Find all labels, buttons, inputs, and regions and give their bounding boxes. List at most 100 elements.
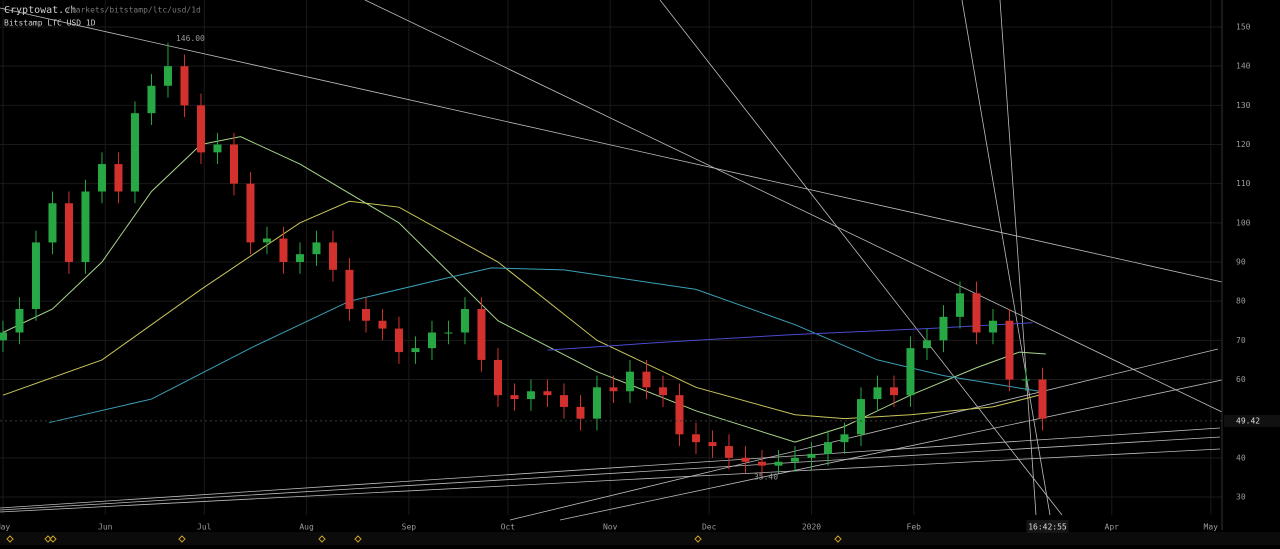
last-price-label: 49.42 xyxy=(1236,416,1260,425)
candle-body xyxy=(213,144,222,153)
candle-body xyxy=(345,269,354,309)
candle-body xyxy=(642,371,651,388)
x-tick-label: Feb xyxy=(907,523,922,532)
trend-lines xyxy=(0,0,1223,521)
y-tick-label: 100 xyxy=(1236,218,1251,227)
candle-body xyxy=(0,332,7,341)
candle-body xyxy=(988,320,997,333)
trend-line xyxy=(0,427,1221,509)
candle-body xyxy=(774,461,783,466)
candle-body xyxy=(625,371,634,392)
candle-body xyxy=(295,254,304,263)
candle-body xyxy=(592,387,601,419)
candle-body xyxy=(691,434,700,443)
moving-average xyxy=(2,200,1040,420)
candle-body xyxy=(576,406,585,419)
low-annotation: 35.40 xyxy=(754,472,778,481)
candle-body xyxy=(477,309,486,360)
candle-body xyxy=(262,238,271,243)
candle-body xyxy=(955,293,964,317)
moving-average xyxy=(2,136,1046,443)
y-tick-label: 80 xyxy=(1236,297,1246,306)
candle-body xyxy=(823,442,832,454)
candle-body xyxy=(246,183,255,243)
candle-body xyxy=(1038,379,1047,419)
candle-body xyxy=(807,453,816,458)
candle-body xyxy=(708,442,717,447)
candle-body xyxy=(328,242,337,270)
candle-body xyxy=(64,203,73,263)
candle-body xyxy=(229,144,238,184)
candle-body xyxy=(741,457,750,462)
candle-body xyxy=(724,446,733,458)
y-tick-label: 110 xyxy=(1236,179,1251,188)
candle-body xyxy=(378,320,387,329)
candle-body xyxy=(31,242,40,309)
path: /markets/bitstamp/ltc/usd/1d xyxy=(66,6,201,15)
market-name: Bitstamp LTC USD 1D xyxy=(4,19,96,28)
candle-body xyxy=(939,316,948,341)
time-label: 16:42:55 xyxy=(1028,523,1067,532)
last-price-box xyxy=(1224,414,1280,427)
y-tick-label: 70 xyxy=(1236,336,1246,345)
candle-body xyxy=(48,203,57,243)
candle-body xyxy=(609,387,618,392)
event-icons xyxy=(6,535,842,543)
x-tick-label: Dec xyxy=(702,523,717,532)
candle-body xyxy=(1021,379,1030,381)
candle-body xyxy=(427,332,436,349)
candle-body xyxy=(97,164,106,192)
candle-body xyxy=(757,461,766,466)
candle-body xyxy=(906,348,915,396)
trend-line xyxy=(0,7,1223,283)
x-tick-label: Nov xyxy=(603,523,618,532)
candle-body xyxy=(147,85,156,114)
candle-body xyxy=(790,457,799,462)
x-tick-label: Aug xyxy=(299,523,314,532)
trend-line xyxy=(559,379,1223,521)
candle-body xyxy=(1005,320,1014,380)
candle-body xyxy=(114,164,123,192)
y-tick-label: 90 xyxy=(1236,258,1246,267)
candle-body xyxy=(922,340,931,349)
trend-line xyxy=(364,0,1223,413)
y-tick-label: 150 xyxy=(1236,23,1251,32)
candle-body xyxy=(972,293,981,333)
candle-body xyxy=(163,66,172,86)
trend-line xyxy=(0,448,1221,513)
moving-average xyxy=(49,267,1040,424)
y-tick-label: 30 xyxy=(1236,492,1246,501)
candle-body xyxy=(312,242,321,255)
candle-body xyxy=(81,191,90,263)
candle-body xyxy=(460,309,469,333)
trend-line xyxy=(999,0,1037,516)
time-box xyxy=(1026,520,1069,533)
trend-line xyxy=(0,436,1221,511)
candle-body xyxy=(180,66,189,106)
candle-body xyxy=(394,328,403,353)
y-tick-label: 120 xyxy=(1236,140,1251,149)
candle-body xyxy=(411,348,420,353)
candle-body xyxy=(873,387,882,400)
candle-body xyxy=(675,395,684,435)
candle-body xyxy=(130,113,139,192)
moving-average xyxy=(547,322,1033,351)
x-tick-label: May xyxy=(0,523,10,532)
candle-body xyxy=(559,395,568,407)
x-tick-label: Sep xyxy=(402,523,417,532)
candle-body xyxy=(510,395,519,400)
candle-body xyxy=(856,399,865,435)
x-tick-label: 2020 xyxy=(802,523,821,532)
candle-body xyxy=(658,387,667,396)
y-tick-label: 60 xyxy=(1236,375,1246,384)
trend-line xyxy=(509,348,1219,521)
candle-body xyxy=(493,359,502,396)
y-tick-label: 140 xyxy=(1236,62,1251,71)
candle-body xyxy=(444,332,453,334)
candle-body xyxy=(526,391,535,400)
trend-line xyxy=(961,0,1051,516)
candle-body xyxy=(279,238,288,263)
plot xyxy=(0,42,1047,476)
